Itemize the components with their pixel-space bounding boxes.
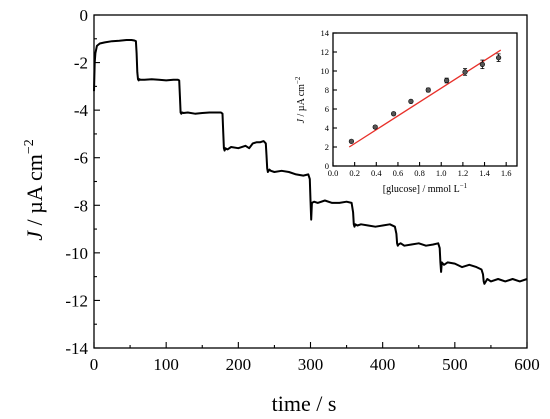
inset-chart: 0.0 0.2 0.4 0.6 0.8 1.0 1.2 1.4 1.6 0 2 4 6 8 10 12 14 […	[294, 28, 518, 195]
inset-data-point	[496, 55, 502, 61]
inset-x-tick-label: 0.0	[328, 168, 339, 178]
main-x-tick-label: 600	[514, 355, 540, 374]
main-x-tick-label: 200	[226, 355, 252, 374]
inset-y-tick-label: 6	[325, 104, 329, 114]
main-y-tick-label: -14	[65, 339, 88, 358]
main-y-axis-label: J / µA cm−2	[22, 139, 47, 241]
inset-x-tick-label: 1.0	[436, 168, 447, 178]
inset-x-tick-label: 1.4	[479, 168, 490, 178]
main-y-tick-label: -2	[74, 54, 88, 73]
inset-data-point	[348, 138, 355, 144]
inset-y-tick-label: 2	[325, 142, 329, 152]
inset-y-tick-label: 12	[321, 47, 330, 57]
main-x-axis-label: time / s	[272, 391, 337, 416]
main-x-tick-label: 300	[298, 355, 324, 374]
inset-x-tick-label: 1.2	[458, 168, 469, 178]
inset-axis-ticks: 0.0 0.2 0.4 0.6 0.8 1.0 1.2 1.4 1.6 0 2 4 6 8 10 12 14	[321, 28, 512, 178]
main-y-tick-label: -4	[74, 101, 89, 120]
inset-data-point	[425, 87, 431, 93]
inset-data-point	[408, 98, 414, 104]
inset-fit-line	[348, 49, 502, 148]
inset-y-tick-label: 0	[325, 161, 329, 171]
main-x-tick-label: 100	[153, 355, 179, 374]
main-series-line	[93, 39, 528, 285]
inset-y-tick-label: 8	[325, 85, 329, 95]
inset-y-tick-label: 4	[325, 123, 330, 133]
inset-x-tick-label: 0.8	[414, 168, 425, 178]
inset-x-tick-label: 1.6	[501, 168, 512, 178]
main-y-tick-label: 0	[80, 6, 89, 25]
main-y-tick-label: -12	[65, 291, 88, 310]
inset-data-point	[462, 69, 468, 75]
inset-data-point	[479, 61, 485, 67]
main-x-tick-label: 0	[90, 355, 99, 374]
inset-y-axis-label: J / µA cm−2	[294, 76, 307, 123]
inset-data-point	[444, 77, 450, 84]
main-y-tick-label: -8	[74, 196, 88, 215]
main-y-tick-label: -10	[65, 244, 88, 263]
inset-data-points	[348, 53, 502, 144]
inset-x-axis-label: [glucose] / mmol L−1	[383, 182, 468, 195]
main-x-tick-label: 500	[442, 355, 468, 374]
inset-x-tick-label: 0.6	[393, 168, 404, 178]
main-x-tick-label: 400	[370, 355, 396, 374]
main-y-tick-label: -6	[74, 149, 88, 168]
inset-data-point	[372, 124, 378, 130]
inset-x-tick-label: 0.4	[371, 168, 382, 178]
inset-plot-frame	[332, 32, 518, 167]
inset-x-tick-label: 0.2	[349, 168, 360, 178]
inset-y-tick-label: 14	[321, 28, 330, 38]
inset-data-point	[391, 111, 397, 117]
inset-y-tick-label: 10	[321, 66, 330, 76]
